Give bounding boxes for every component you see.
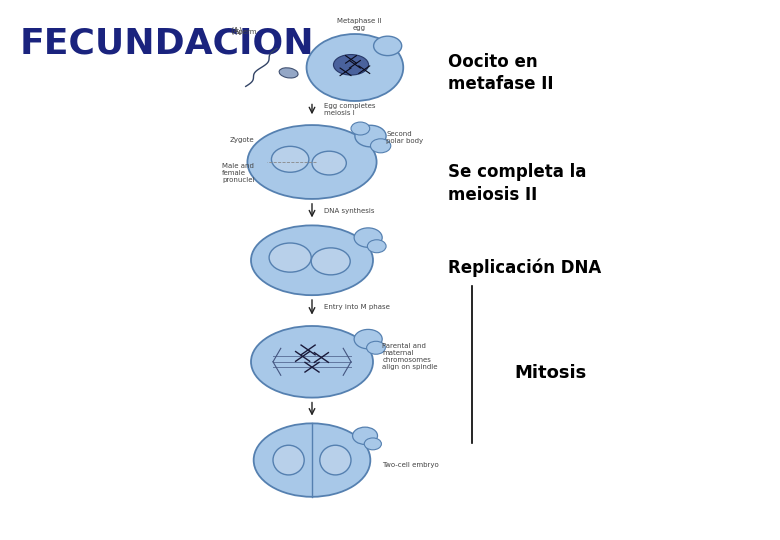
Text: Zygote: Zygote: [230, 137, 255, 144]
Circle shape: [311, 248, 350, 275]
Text: Oocito en
metafase II: Oocito en metafase II: [448, 53, 554, 93]
Ellipse shape: [273, 445, 304, 475]
Ellipse shape: [320, 445, 351, 475]
Circle shape: [351, 122, 370, 135]
Circle shape: [354, 228, 382, 247]
Ellipse shape: [251, 326, 373, 397]
Circle shape: [312, 151, 346, 175]
Circle shape: [374, 36, 402, 56]
Text: (A): (A): [230, 27, 243, 36]
Circle shape: [354, 329, 382, 349]
Text: Entry into M phase: Entry into M phase: [324, 304, 389, 310]
Text: Egg completes
meiosis I: Egg completes meiosis I: [324, 103, 375, 116]
Ellipse shape: [334, 55, 369, 75]
Ellipse shape: [251, 225, 373, 295]
Text: Se completa la
meiosis II: Se completa la meiosis II: [448, 164, 587, 204]
Ellipse shape: [279, 68, 298, 78]
Text: FECUNDACION: FECUNDACION: [20, 27, 314, 61]
Circle shape: [367, 341, 385, 354]
Text: Replicación DNA: Replicación DNA: [448, 258, 601, 276]
Text: Two-cell embryo: Two-cell embryo: [382, 462, 439, 469]
Circle shape: [269, 243, 311, 272]
Circle shape: [353, 427, 378, 444]
Text: Parental and
maternal
chromosomes
align on spindle: Parental and maternal chromosomes align …: [382, 343, 438, 370]
Text: Second
polar body: Second polar body: [386, 131, 424, 144]
Text: DNA synthesis: DNA synthesis: [324, 207, 374, 214]
Text: Sperm: Sperm: [235, 29, 257, 36]
Circle shape: [355, 125, 386, 147]
Circle shape: [307, 34, 403, 101]
Ellipse shape: [254, 423, 370, 497]
Circle shape: [271, 146, 309, 172]
Circle shape: [370, 139, 391, 153]
Circle shape: [367, 240, 386, 253]
Ellipse shape: [247, 125, 377, 199]
Text: Male and
female
pronuclei: Male and female pronuclei: [222, 163, 255, 183]
Text: Mitosis: Mitosis: [515, 363, 587, 382]
Circle shape: [364, 438, 381, 450]
Text: Metaphase II
egg: Metaphase II egg: [336, 18, 381, 31]
